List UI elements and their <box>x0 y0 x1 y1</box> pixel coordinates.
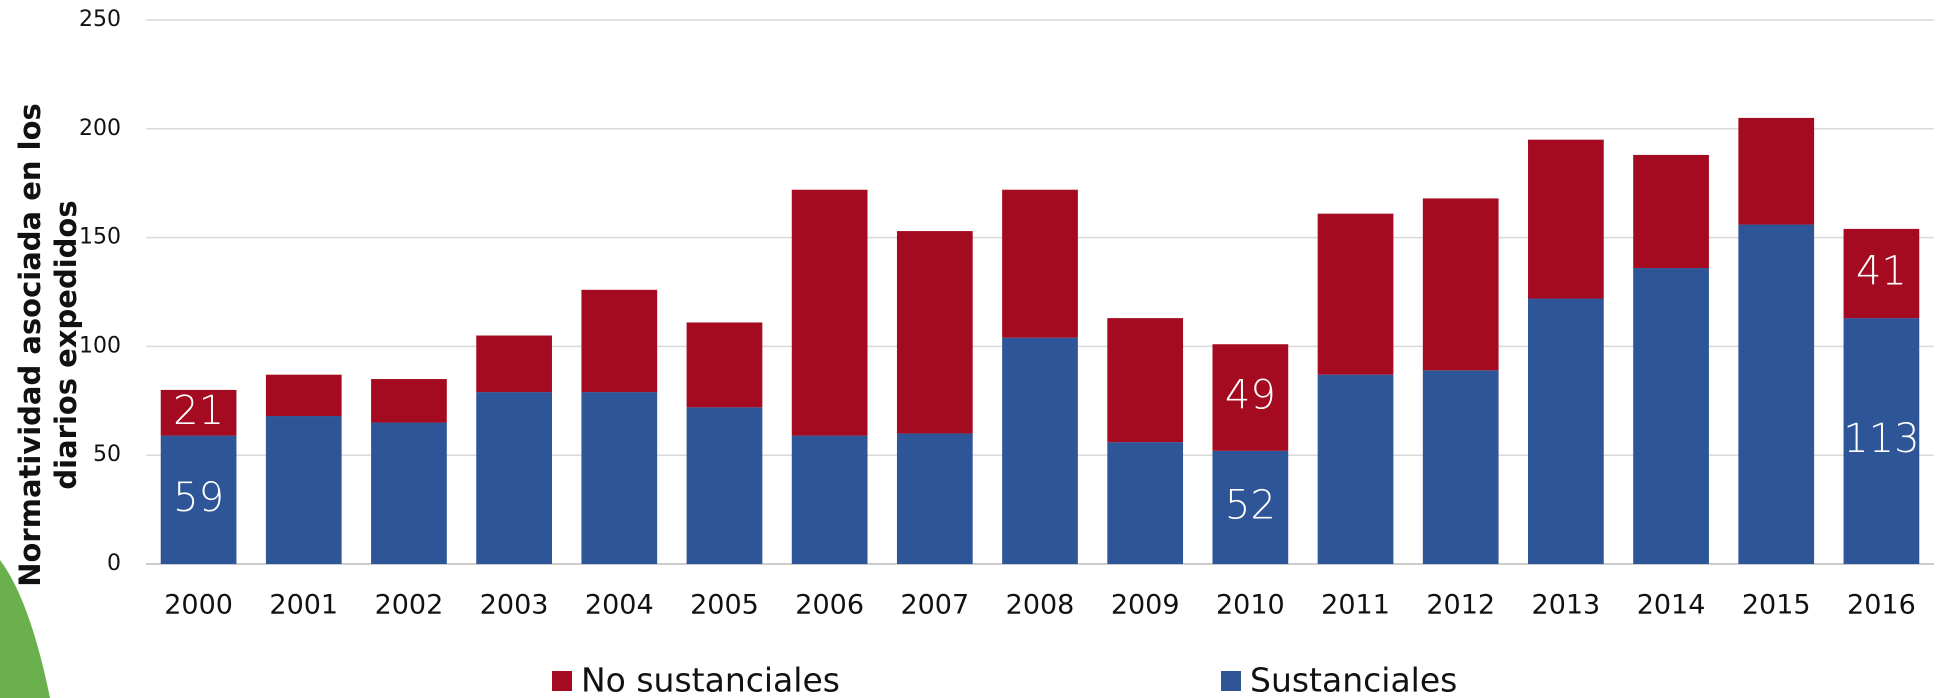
y-tick-label: 100 <box>79 333 121 358</box>
bar-segment <box>1423 198 1499 370</box>
bar-segment <box>1002 338 1078 564</box>
bar-segment <box>1528 140 1604 299</box>
y-tick-label: 150 <box>79 225 121 250</box>
data-label: 21 <box>173 388 224 434</box>
x-tick-label: 2012 <box>1426 590 1495 621</box>
y-tick-label: 0 <box>107 551 121 576</box>
bar-segment <box>266 416 342 564</box>
x-tick-label: 2015 <box>1742 590 1811 621</box>
x-tick-label: 2014 <box>1637 590 1706 621</box>
bar-segment <box>1633 155 1709 268</box>
x-tick-label: 2009 <box>1111 590 1180 621</box>
bar-segment <box>1738 118 1814 225</box>
x-tick-label: 2011 <box>1321 590 1390 621</box>
bar-segment <box>1738 225 1814 564</box>
y-axis-title: diarios expedidos <box>49 200 83 489</box>
x-tick-label: 2005 <box>690 590 759 621</box>
y-axis-title: Normatividad asociada en los <box>13 103 47 587</box>
x-tick-label: 2007 <box>900 590 969 621</box>
bar-segment <box>792 436 868 564</box>
bar-segment <box>581 392 657 564</box>
data-label: 52 <box>1225 482 1276 528</box>
bar-segment <box>1002 190 1078 338</box>
legend-swatch <box>552 671 572 691</box>
bar-segment <box>687 407 763 564</box>
legend-swatch <box>1221 671 1241 691</box>
data-label: 49 <box>1225 373 1276 419</box>
bar-segment <box>1423 370 1499 564</box>
x-tick-label: 2008 <box>1006 590 1075 621</box>
bar-segment <box>476 392 552 564</box>
x-tick-label: 2006 <box>795 590 864 621</box>
bar-segment <box>1318 375 1394 564</box>
x-tick-label: 2002 <box>375 590 444 621</box>
x-tick-label: 2003 <box>480 590 549 621</box>
data-label: 59 <box>173 475 224 521</box>
y-tick-label: 250 <box>79 7 121 32</box>
x-tick-label: 2013 <box>1532 590 1601 621</box>
x-tick-label: 2004 <box>585 590 654 621</box>
bar-segment <box>371 379 447 423</box>
y-tick-label: 50 <box>93 442 121 467</box>
legend-label: No sustanciales <box>581 661 840 698</box>
bar-segment <box>371 423 447 564</box>
bar-segment <box>581 290 657 392</box>
legend-label: Sustanciales <box>1250 661 1457 698</box>
x-tick-label: 2001 <box>269 590 338 621</box>
x-tick-label: 2010 <box>1216 590 1285 621</box>
bar-segment <box>897 231 973 433</box>
bar-segment <box>897 433 973 564</box>
data-label: 41 <box>1856 249 1907 295</box>
bar-segment <box>1107 442 1183 564</box>
x-tick-label: 2000 <box>164 590 233 621</box>
bar-segment <box>266 375 342 416</box>
bar-segment <box>1318 214 1394 375</box>
data-label: 113 <box>1843 416 1919 462</box>
y-tick-label: 200 <box>79 116 121 141</box>
bar-segment <box>1528 299 1604 564</box>
chart: Normatividad asociada en los diarios exp… <box>0 0 1938 698</box>
bar-segment <box>687 322 763 407</box>
bar-segment <box>792 190 868 436</box>
bar-segment <box>1633 268 1709 564</box>
bar-segment <box>1107 318 1183 442</box>
x-tick-label: 2016 <box>1847 590 1916 621</box>
bar-segment <box>476 336 552 393</box>
